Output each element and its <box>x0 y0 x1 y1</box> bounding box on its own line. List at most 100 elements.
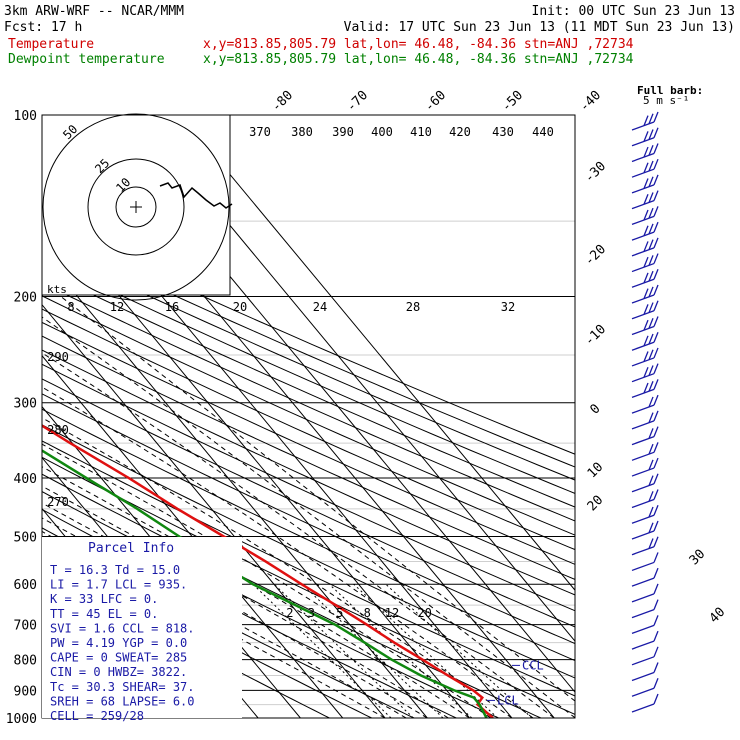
wind-barb-flag <box>648 428 654 439</box>
wind-barb-flag <box>653 394 659 406</box>
mixing-ratio-line <box>328 583 473 718</box>
mixing-ratio-line <box>353 583 499 718</box>
parcel-info-row: LI = 1.7 LCL = 935. <box>50 578 187 592</box>
wind-barb-flag <box>653 442 659 453</box>
wind-barb-staff <box>631 656 655 666</box>
wind-barb-flag <box>643 382 649 394</box>
dry-adiabat <box>42 378 575 628</box>
wind-barb-flag <box>643 304 649 315</box>
dry-adiabat <box>42 221 575 455</box>
moist-adiabat <box>42 316 575 718</box>
parcel-info-row: PW = 4.19 YGP = 0.0 <box>50 636 187 650</box>
dry-adiabat <box>42 269 575 508</box>
wind-barb-staff <box>631 294 655 304</box>
wind-barb-flag <box>648 506 654 518</box>
wind-barb-staff <box>631 215 655 225</box>
dry-adiabat <box>42 308 575 551</box>
wind-barb-staff <box>631 671 655 682</box>
wind-barb-flag <box>643 115 649 126</box>
wind-barb-flag <box>653 662 659 673</box>
dry-adiabat <box>42 408 575 662</box>
wind-barb-flag <box>653 379 659 390</box>
wind-barb-flag <box>648 333 654 345</box>
temperature-label: Temperature <box>8 37 94 52</box>
wind-barb-flag <box>653 630 659 642</box>
wind-barb-staff <box>631 184 655 194</box>
level-marker-ccl: CCL <box>522 658 544 672</box>
wind-barb-staff <box>631 593 655 603</box>
wind-barb-flag <box>648 349 654 360</box>
wind-barb-staff <box>631 137 655 147</box>
wind-barb-staff <box>631 467 655 477</box>
wind-barb-flag <box>648 365 654 376</box>
wind-barb-staff <box>631 451 655 461</box>
parcel-info-row: Tc = 30.3 SHEAR= 37. <box>50 680 195 694</box>
init-time: Init: 00 UTC Sun 23 Jun 13 <box>532 4 736 19</box>
wind-barb-flag <box>653 221 659 233</box>
temperature-tick-label: 30 <box>687 547 709 569</box>
wind-barb-staff <box>631 498 655 509</box>
wind-barb-flag <box>648 475 654 486</box>
hodograph-speed-tick: 16 <box>165 300 179 314</box>
mixing-ratio-line <box>273 583 414 718</box>
wind-barb-flag <box>653 237 659 249</box>
wind-barb-staff <box>631 561 655 572</box>
hodograph-ring <box>42 113 230 301</box>
dry-adiabat <box>42 440 575 697</box>
wind-barb-flag <box>653 567 659 579</box>
wind-barb-staff <box>631 640 655 650</box>
dry-adiabat <box>42 282 575 522</box>
wind-barb-flag <box>653 300 659 311</box>
wind-barb-flag <box>643 209 649 221</box>
wind-barb-staff <box>631 121 655 131</box>
theta-label: 390 <box>332 125 354 139</box>
wind-barb-flag <box>653 316 659 327</box>
wind-barb-staff <box>631 609 655 619</box>
wind-barb-flag <box>648 160 654 172</box>
wind-barb-flag <box>648 538 654 549</box>
wind-barb-flag <box>643 162 649 174</box>
temperature-tick-label: -10 <box>582 322 609 349</box>
wind-barb-flag <box>653 347 659 359</box>
wind-barb-flag <box>643 367 649 378</box>
wind-barb-flag <box>648 207 654 219</box>
pressure-tick-label: 700 <box>14 619 37 634</box>
hodograph-speed-tick: 12 <box>110 300 124 314</box>
pressure-tick-label: 100 <box>14 109 37 124</box>
barb-legend-unit: 5 m s⁻¹ <box>643 94 689 107</box>
wind-barb-staff <box>631 546 655 556</box>
moist-adiabat <box>42 352 555 718</box>
wind-barb-flag <box>653 206 659 217</box>
hodograph-speed-tick: 32 <box>501 300 515 314</box>
pressure-tick-label: 500 <box>14 530 37 545</box>
wind-barb-flag <box>648 491 654 502</box>
theta-label: 380 <box>291 125 313 139</box>
wind-barb-flag <box>648 522 654 534</box>
temperature-tick-label: 0 <box>587 401 603 417</box>
temperature-tick-label: -70 <box>344 88 371 115</box>
mixing-ratio-line <box>301 583 444 718</box>
parcel-info-row: K = 33 LFC = 0. <box>50 592 158 606</box>
theta-label: 410 <box>410 125 432 139</box>
wind-barb-flag <box>643 351 649 362</box>
wind-barb-staff <box>631 262 655 273</box>
pressure-tick-label: 800 <box>14 654 37 669</box>
pressure-tick-label: 1000 <box>6 712 37 727</box>
theta-label: 430 <box>492 125 514 139</box>
wind-barb-flag <box>648 145 654 156</box>
hodograph-ring <box>87 158 185 256</box>
wind-barb-flag <box>653 693 659 705</box>
wind-barb-flag <box>653 615 659 626</box>
wind-barb-staff <box>631 357 655 367</box>
temperature-tick-label: 10 <box>585 460 607 482</box>
pressure-tick-label: 900 <box>14 684 37 699</box>
parcel-info-row: CIN = 0 HWBZ= 3822. <box>50 665 187 679</box>
dry-adiabat <box>42 295 575 536</box>
wind-barb-staff <box>631 278 655 288</box>
wind-barb-staff <box>631 530 655 540</box>
temperature-tick-label: -20 <box>582 242 609 269</box>
dry-adiabat <box>42 363 575 612</box>
wind-barb-flag <box>653 363 659 374</box>
wind-barb-flag <box>653 489 659 500</box>
mixing-ratio-label: 3 <box>308 606 315 620</box>
